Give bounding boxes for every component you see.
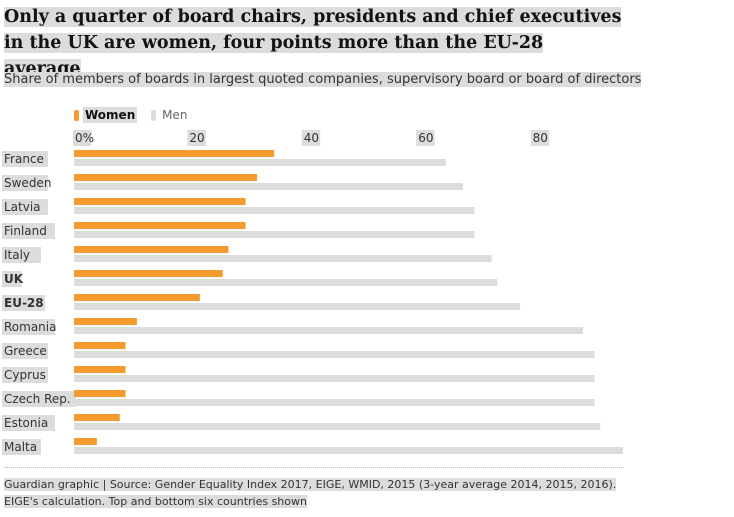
- bar-women-romania: [74, 318, 137, 325]
- bar-women-uk: [74, 270, 223, 277]
- category-label-bg: [2, 319, 55, 335]
- x-tick-label: 40: [304, 131, 319, 145]
- category-label-greece: Greece: [4, 344, 47, 358]
- x-tick-label: 0%: [75, 131, 94, 145]
- category-label-sweden: Sweden: [4, 176, 51, 190]
- legend-item-women: Women: [74, 107, 138, 123]
- bar-women-malta: [74, 438, 97, 445]
- category-label-bg: [2, 391, 76, 407]
- x-tick-bg: [187, 130, 206, 146]
- bar-men-france: [74, 159, 446, 166]
- category-label-bg: [2, 295, 45, 311]
- category-label-romania: Romania: [4, 320, 56, 334]
- bar-women-latvia: [74, 198, 246, 205]
- bar-men-malta: [74, 447, 624, 454]
- bar-men-sweden: [74, 183, 463, 190]
- category-label-estonia: Estonia: [4, 416, 48, 430]
- bar-men-greece: [74, 351, 595, 358]
- category-label-bg: [2, 271, 22, 287]
- category-label-bg: [2, 223, 55, 239]
- bar-women-estonia: [74, 414, 120, 421]
- bar-chart: 0% 20 40 60 80 France Sweden Latvia Finland Italy…: [2, 130, 624, 455]
- category-label-cyprus: Cyprus: [4, 368, 46, 382]
- bar-women-sweden: [74, 174, 258, 181]
- bar-women-france: [74, 150, 275, 157]
- bar-women-finland: [74, 222, 246, 229]
- x-tick-label: 80: [533, 131, 548, 145]
- x-tick-bg: [301, 130, 321, 146]
- bar-men-czech-rep: [74, 399, 595, 406]
- bar-women-italy: [74, 246, 229, 253]
- x-tick-bg: [73, 130, 92, 146]
- chart-subtitle: Share of members of boards in largest qu…: [4, 72, 642, 87]
- bar-men-romania: [74, 327, 584, 334]
- legend-swatch-women: [74, 109, 79, 121]
- category-label-eu-28: EU-28: [4, 296, 44, 310]
- category-label-bg: [2, 247, 41, 263]
- category-label-bg: [2, 415, 55, 431]
- category-label-malta: Malta: [4, 440, 37, 454]
- x-tick-bg: [530, 130, 549, 146]
- bar-men-italy: [74, 255, 492, 262]
- bar-women-czech-rep: [74, 390, 126, 397]
- bar-women-eu-28: [74, 294, 200, 301]
- x-tick-label: 20: [189, 131, 204, 145]
- legend-label-men: Men: [162, 108, 188, 122]
- bar-men-eu-28: [74, 303, 521, 310]
- footnote: Guardian graphic | Source: Gender Equali…: [4, 478, 617, 508]
- category-label-bg: [2, 199, 48, 215]
- bar-men-finland: [74, 231, 475, 238]
- footnote-divider: [4, 467, 624, 468]
- bar-women-greece: [74, 342, 126, 349]
- legend-swatch-men: [151, 109, 157, 121]
- legend: Women Men: [74, 107, 199, 125]
- category-label-czech-rep: Czech Rep.: [4, 392, 71, 406]
- x-tick-bg: [416, 130, 435, 146]
- category-label-bg: [2, 151, 48, 167]
- category-label-italy: Italy: [4, 248, 30, 262]
- bar-men-cyprus: [74, 375, 595, 382]
- bar-women-cyprus: [74, 366, 126, 373]
- bar-men-uk: [74, 279, 498, 286]
- category-label-bg: [2, 175, 48, 191]
- x-tick-label: 60: [418, 131, 433, 145]
- chart-title: Only a quarter of board chairs, presiden…: [4, 7, 622, 79]
- category-label-latvia: Latvia: [4, 200, 41, 214]
- legend-item-men: Men: [151, 107, 189, 123]
- category-label-finland: Finland: [4, 224, 47, 238]
- category-label-bg: [2, 343, 48, 359]
- bar-men-latvia: [74, 207, 475, 214]
- legend-label-women: Women: [83, 107, 138, 123]
- category-label-bg: [2, 367, 48, 383]
- category-label-france: France: [4, 152, 44, 166]
- category-label-uk: UK: [4, 272, 24, 286]
- category-label-bg: [2, 439, 41, 455]
- bar-men-estonia: [74, 423, 601, 430]
